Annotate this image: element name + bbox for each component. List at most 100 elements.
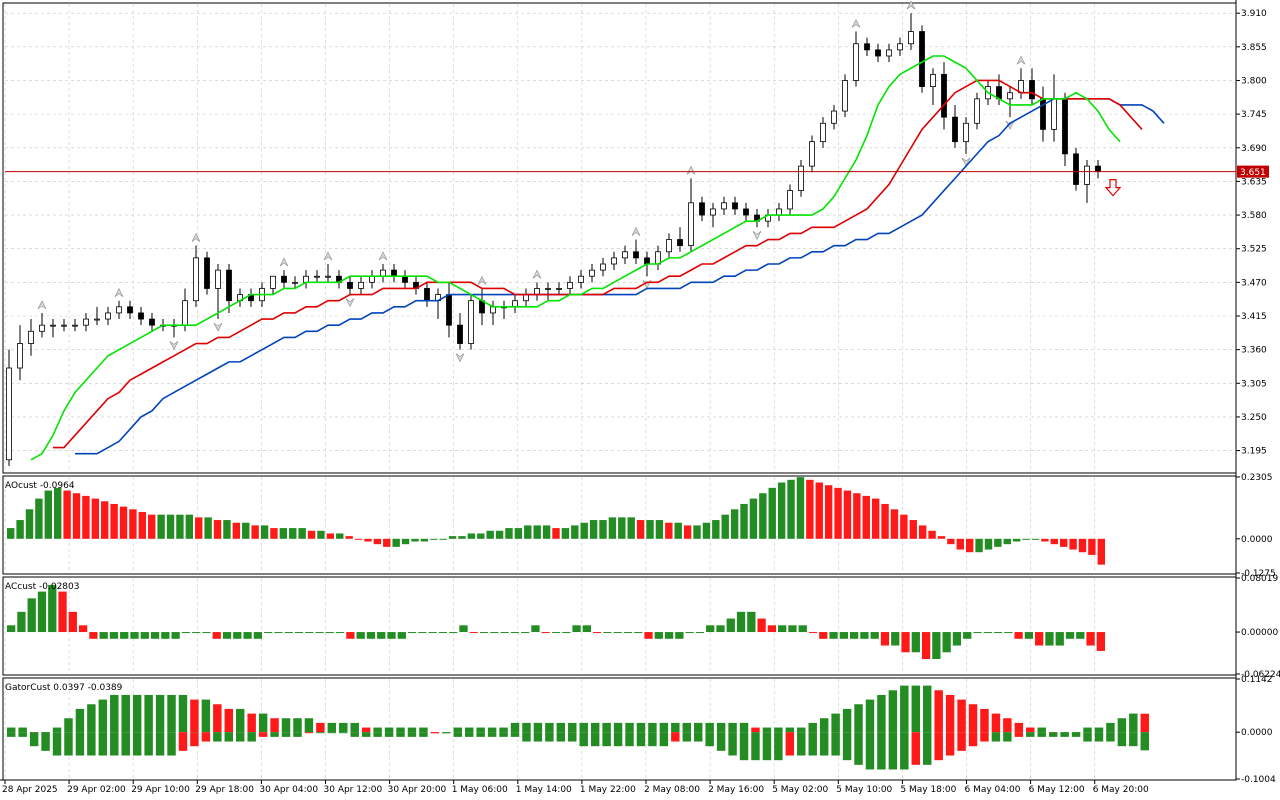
gator-lower-bar (739, 732, 749, 761)
candle-down (138, 312, 144, 320)
gator-lower-bar (923, 732, 932, 765)
histogram-bar (881, 503, 889, 539)
histogram-bar (870, 632, 879, 639)
gator-upper-bar (533, 722, 543, 733)
gator-upper-bar (1106, 722, 1115, 733)
histogram-bar (521, 632, 530, 634)
histogram-bar (346, 632, 355, 639)
histogram-bar (843, 490, 852, 539)
ac-pane[interactable]: 0.08019 0.00000 -0.06224 (7, 574, 1280, 680)
gator-lower-bar (52, 732, 62, 756)
fractal-up-marker (114, 288, 124, 297)
y-tick-label: 3.635 (1241, 177, 1267, 187)
candle-down (402, 275, 408, 283)
gator-upper-bar (270, 718, 279, 733)
histogram-bar (608, 517, 617, 539)
histogram-bar (552, 528, 560, 539)
gator-upper-bar (453, 727, 462, 733)
gator-lower-bar (465, 732, 474, 737)
histogram-bar (251, 525, 259, 539)
histogram-bar (993, 632, 1003, 634)
histogram-bar (120, 632, 129, 639)
histogram-bar (918, 525, 927, 539)
mid-ma-line (53, 79, 1143, 449)
candle-up (358, 281, 364, 289)
y-tick-label: 3.910 (1241, 9, 1267, 19)
histogram-bar (736, 611, 746, 633)
gator-upper-bar (510, 722, 520, 733)
histogram-bar (562, 632, 571, 634)
ao-pane[interactable]: 0.2305 0.0000 -0.1275 (7, 473, 1276, 579)
y-tick-label: 0.08019 (1241, 574, 1278, 584)
candle-up (534, 288, 540, 295)
gator-upper-bar (819, 718, 829, 733)
histogram-bar (294, 632, 304, 634)
histogram-bar (264, 632, 273, 634)
histogram-bar (721, 514, 729, 539)
candle-down (1095, 165, 1101, 173)
histogram-bar (592, 632, 602, 634)
gator-lower-bar (1026, 732, 1035, 737)
gator-lower-bar (476, 732, 485, 737)
gator-lower-bar (487, 732, 497, 737)
histogram-bar (928, 530, 936, 539)
y-tick-label: 3.470 (1241, 278, 1267, 288)
gator-lower-bar (831, 732, 840, 756)
fractal-up-marker (279, 257, 289, 267)
gator-lower-bar (384, 732, 394, 737)
histogram-bar (695, 632, 705, 634)
candle-up (303, 275, 309, 283)
y-tick-label: -0.1275 (1241, 569, 1276, 579)
gator-upper-bar (556, 722, 566, 733)
gator-upper-bar (579, 722, 588, 733)
candle-up (611, 257, 617, 265)
gator-lower-bar (774, 732, 783, 761)
candle-up (930, 73, 936, 87)
histogram-bar (438, 632, 448, 634)
gator-pane[interactable]: 0.1142 0.0000 -0.1004 (7, 675, 1276, 785)
histogram-bar (901, 632, 910, 653)
histogram-bar (891, 632, 900, 646)
gator-lower-bar (224, 732, 233, 742)
candle-up (798, 165, 804, 191)
histogram-bar (91, 498, 100, 539)
gator-lower-bar (808, 732, 817, 756)
gator-upper-bar (808, 722, 817, 733)
gator-upper-bar (396, 727, 405, 733)
gator-upper-bar (1129, 713, 1138, 733)
candle-up (1007, 92, 1013, 100)
candle-up (710, 208, 716, 216)
gator-upper-bar (694, 722, 703, 733)
histogram-bar (345, 536, 353, 539)
gator-lower-bar (785, 732, 795, 756)
gator-lower-bar (1117, 732, 1127, 747)
histogram-bar (7, 625, 16, 633)
candle-up (721, 202, 727, 210)
gator-upper-bar (487, 727, 497, 733)
histogram-bar (439, 538, 447, 540)
gator-lower-bar (888, 732, 898, 770)
histogram-bar (1096, 632, 1105, 651)
histogram-bar (279, 528, 288, 539)
gator-upper-bar (373, 727, 382, 733)
gator-lower-bar (590, 732, 600, 747)
histogram-bar (130, 632, 139, 639)
candle-up (853, 43, 859, 81)
histogram-bar (213, 520, 222, 539)
gator-lower-bar (75, 732, 85, 756)
gator-lower-bar (991, 732, 1001, 742)
gator-lower-bar (258, 732, 268, 737)
candle-up (567, 281, 573, 289)
candle-up (292, 281, 298, 284)
histogram-bar (37, 591, 47, 633)
histogram-bar (636, 520, 645, 539)
gator-lower-bar (407, 732, 417, 737)
gator-upper-bar (316, 722, 325, 733)
fractal-down-marker (345, 298, 355, 308)
candle-up (369, 275, 375, 283)
histogram-bar (644, 632, 653, 639)
gator-upper-bar (590, 722, 600, 733)
gator-upper-bar (854, 704, 863, 733)
histogram-bar (712, 520, 720, 539)
